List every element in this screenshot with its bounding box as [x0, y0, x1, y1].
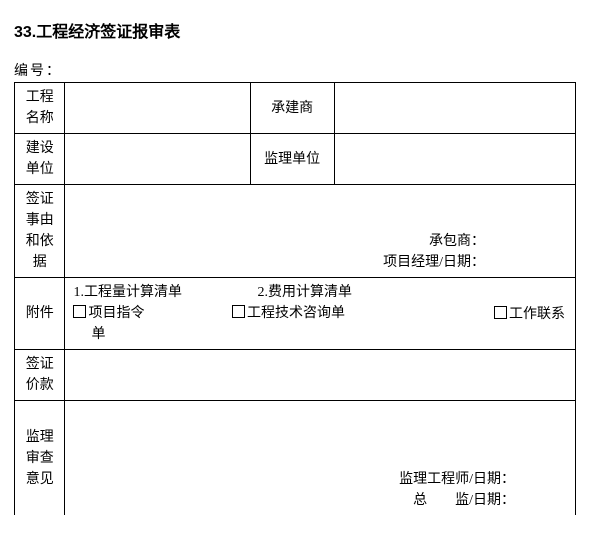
- table-row: 建设单位 监理单位: [15, 134, 576, 185]
- label-visa-basis: 签证事由和依据: [15, 185, 65, 278]
- cell-visa-basis[interactable]: 承包商： 项目经理/日期：: [65, 185, 576, 278]
- label-contractor: 承建商: [250, 83, 334, 134]
- checkbox-tech-consult[interactable]: 工程技术咨询单: [232, 303, 345, 324]
- label-supervision-unit: 监理单位: [250, 134, 334, 185]
- checkbox-icon: [494, 306, 507, 319]
- table-row: 工程名称 承建商: [15, 83, 576, 134]
- value-supervision-unit[interactable]: [334, 134, 575, 185]
- attachment-item-2: 2.费用计算清单: [257, 282, 352, 303]
- checkbox-icon: [232, 305, 245, 318]
- checkbox-project-directive[interactable]: 项目指令: [73, 303, 144, 324]
- value-visa-price[interactable]: [65, 350, 576, 401]
- label-supervision-opinion: 监理审查意见: [15, 401, 65, 516]
- cell-supervision-opinion[interactable]: 监理工程师/日期： 总 监/日期：: [65, 401, 576, 516]
- checkbox-icon: [73, 305, 86, 318]
- value-contractor[interactable]: [334, 83, 575, 134]
- value-project-name[interactable]: [65, 83, 250, 134]
- table-row: 签证价款: [15, 350, 576, 401]
- form-table: 工程名称 承建商 建设单位 监理单位 签证事由和依据 承包商： 项目经理/日期：…: [14, 82, 576, 515]
- basis-footer-line1: 承包商：: [71, 231, 485, 252]
- label-visa-price: 签证价款: [15, 350, 65, 401]
- checkbox-work-contact[interactable]: 工作联系: [494, 304, 565, 325]
- page-title: 33.工程经济签证报审表: [14, 18, 576, 42]
- label-project-name: 工程名称: [15, 83, 65, 134]
- attachment-item-1: 1.工程量计算清单: [73, 282, 182, 303]
- table-row: 监理审查意见 监理工程师/日期： 总 监/日期：: [15, 401, 576, 516]
- opinion-footer-line1: 监理工程师/日期：: [71, 469, 515, 490]
- table-row: 附件 1.工程量计算清单 2.费用计算清单 项目指令 工程技术咨询单 工作联系 …: [15, 278, 576, 350]
- cell-attachment: 1.工程量计算清单 2.费用计算清单 项目指令 工程技术咨询单 工作联系 单: [65, 278, 576, 350]
- basis-footer-line2: 项目经理/日期：: [71, 252, 485, 273]
- table-row: 签证事由和依据 承包商： 项目经理/日期：: [15, 185, 576, 278]
- serial-label: 编号：: [14, 60, 576, 80]
- label-attachment: 附件: [15, 278, 65, 350]
- checkbox-project-directive-line2: 单: [91, 324, 105, 345]
- label-construction-unit: 建设单位: [15, 134, 65, 185]
- value-construction-unit[interactable]: [65, 134, 250, 185]
